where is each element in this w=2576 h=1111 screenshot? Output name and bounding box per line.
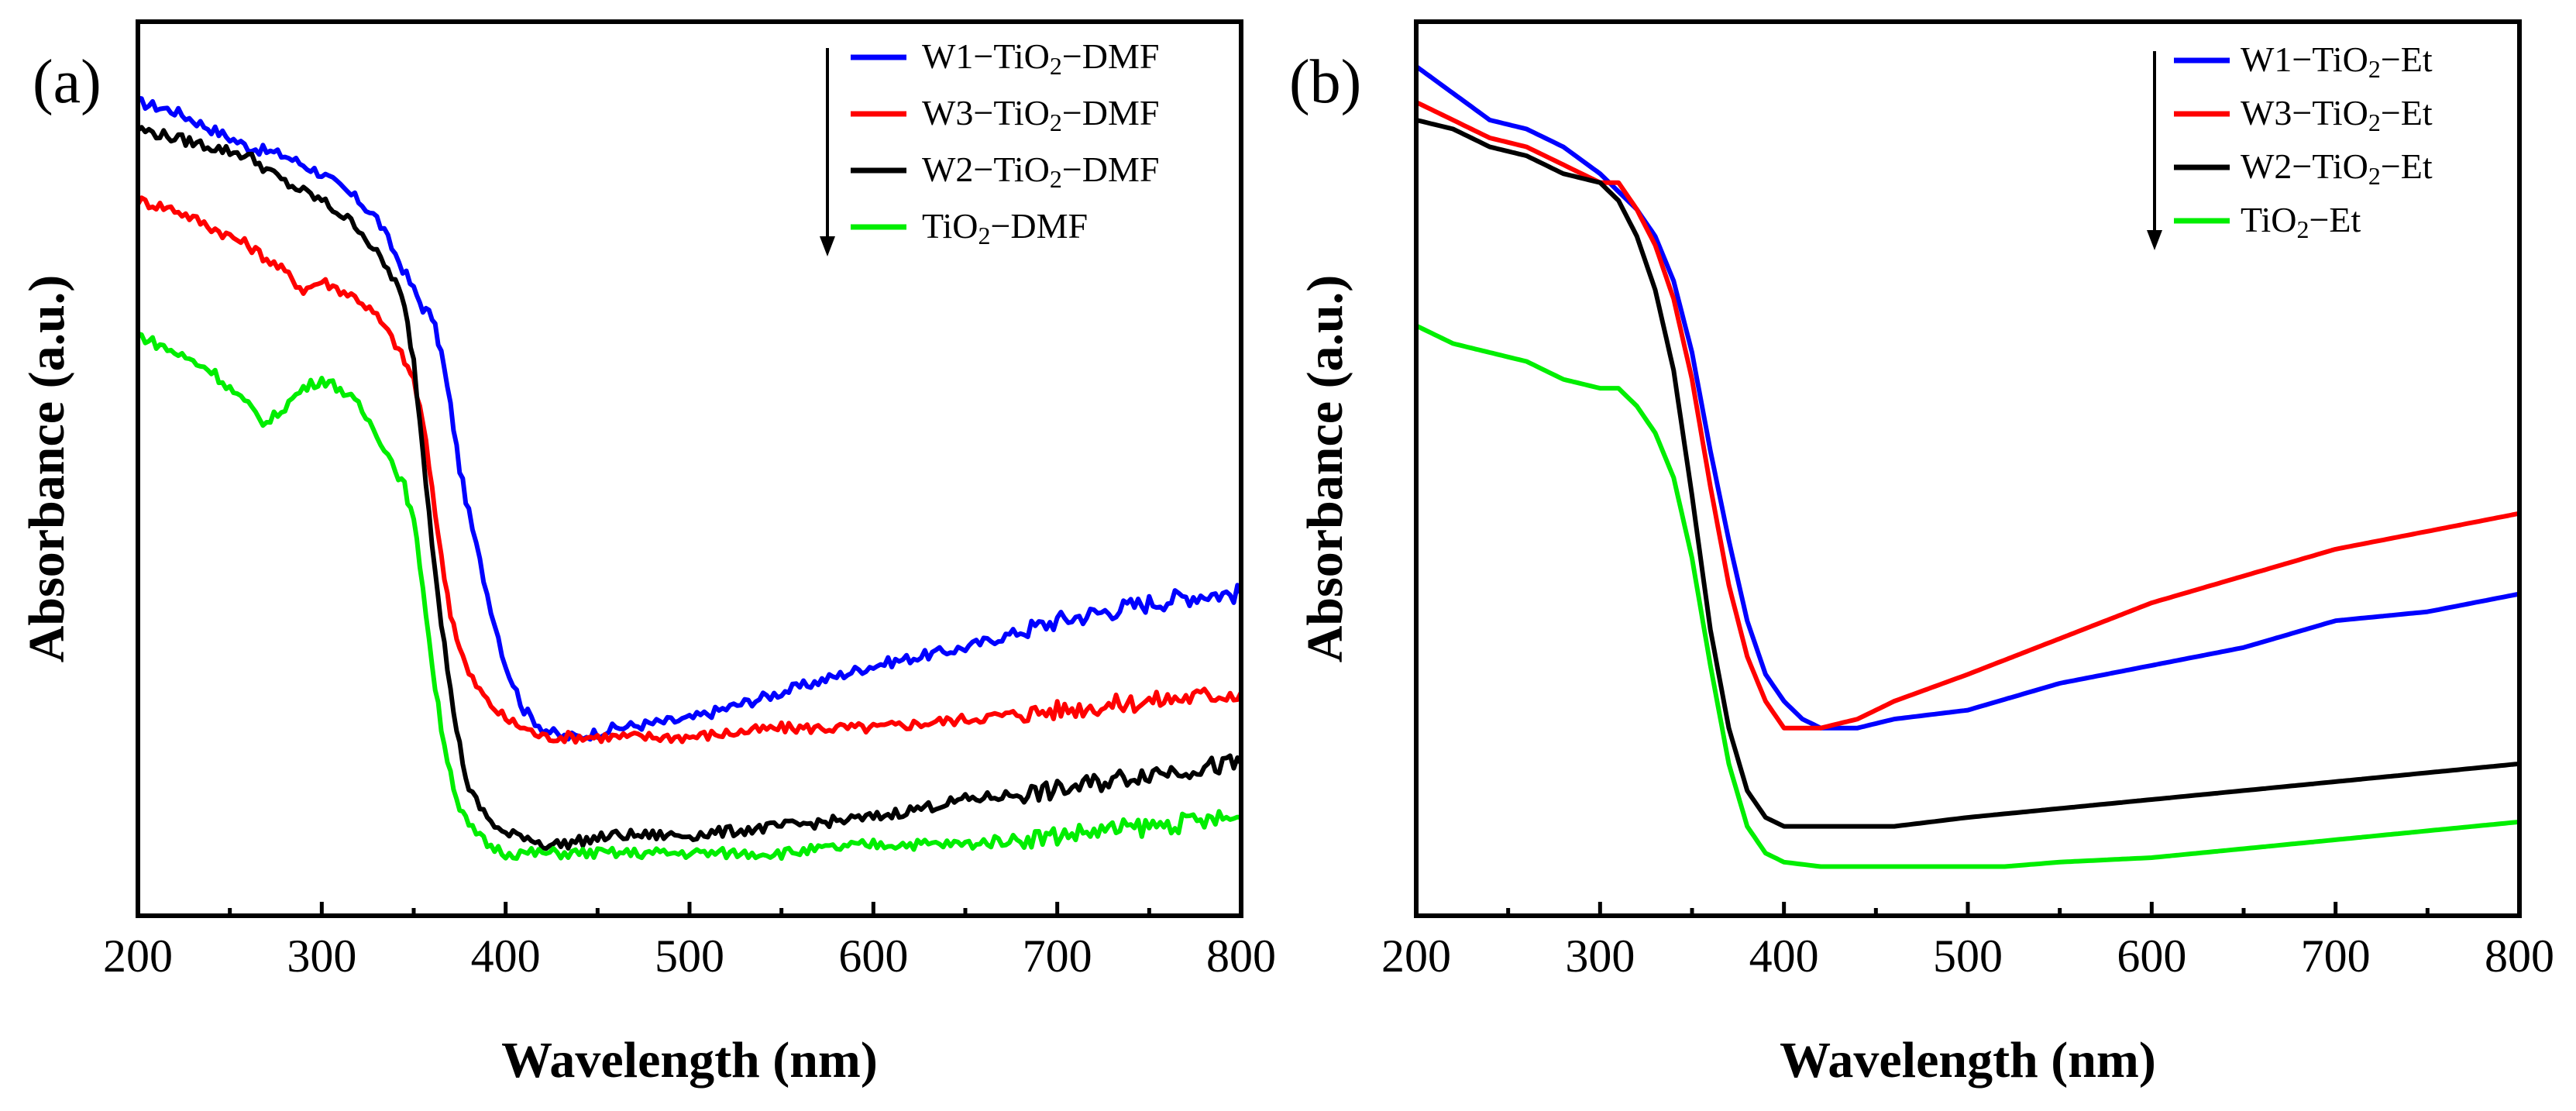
legend-entry-4: TiO2−DMF bbox=[922, 206, 1088, 249]
x-tick-label: 300 bbox=[1565, 930, 1635, 982]
legend-entry-3: W2−TiO2−DMF bbox=[922, 150, 1160, 193]
x-tick-label: 600 bbox=[838, 930, 908, 982]
series-line-4 bbox=[136, 331, 1243, 862]
x-tick-label: 800 bbox=[2485, 930, 2554, 982]
x-tick-label: 200 bbox=[103, 930, 173, 982]
legend-arrow-head bbox=[2147, 230, 2162, 250]
series-line-3 bbox=[1414, 117, 2522, 829]
x-tick-label: 400 bbox=[1749, 930, 1819, 982]
legend-entry-2: W3−TiO2−DMF bbox=[922, 93, 1160, 136]
y-axis-title: Absorbance (a.u.) bbox=[19, 275, 75, 663]
x-tick-label: 800 bbox=[1206, 930, 1276, 982]
legend-entry-2: W3−TiO2−Et bbox=[2241, 93, 2433, 136]
x-axis-title: Wavelength (nm) bbox=[501, 1032, 878, 1089]
series-line-2 bbox=[136, 195, 1243, 745]
legend-entry-3: W2−TiO2−Et bbox=[2241, 146, 2433, 190]
x-tick-label: 400 bbox=[471, 930, 541, 982]
x-tick-label: 200 bbox=[1381, 930, 1451, 982]
panel-b: 200 300 400 500 600 700 800 Wavelength (nm) Abso… bbox=[1289, 19, 2554, 1089]
x-tick-label: 600 bbox=[2117, 930, 2186, 982]
x-axis-title: Wavelength (nm) bbox=[1780, 1032, 2156, 1089]
x-tick-label: 300 bbox=[287, 930, 356, 982]
legend-entry-1: W1−TiO2−DMF bbox=[922, 36, 1160, 80]
x-tick-label: 700 bbox=[2301, 930, 2371, 982]
series-line-2 bbox=[1414, 99, 2522, 731]
legend-entry-4: TiO2−Et bbox=[2241, 200, 2361, 243]
panel-label: (b) bbox=[1289, 48, 1361, 116]
series-line-3 bbox=[136, 125, 1243, 851]
series-line-4 bbox=[1414, 323, 2522, 869]
series-line-1 bbox=[1414, 64, 2522, 731]
series-line-1 bbox=[136, 95, 1243, 742]
x-tick-label: 700 bbox=[1023, 930, 1092, 982]
panel-a: 200 300 400 500 600 700 800 Wavelength (nm) Abso… bbox=[19, 19, 1276, 1089]
legend: W1−TiO2−DMF W3−TiO2−DMF W2−TiO2−DMF TiO2−DM… bbox=[820, 36, 1160, 256]
legend: W1−TiO2−Et W3−TiO2−Et W2−TiO2−Et TiO2−Et bbox=[2147, 40, 2433, 250]
x-tick-label: 500 bbox=[1933, 930, 2003, 982]
legend-arrow-head bbox=[820, 236, 835, 256]
panel-label: (a) bbox=[33, 48, 101, 116]
y-axis-title: Absorbance (a.u.) bbox=[1297, 275, 1353, 663]
x-tick-label: 500 bbox=[655, 930, 724, 982]
legend-entry-1: W1−TiO2−Et bbox=[2241, 40, 2433, 83]
